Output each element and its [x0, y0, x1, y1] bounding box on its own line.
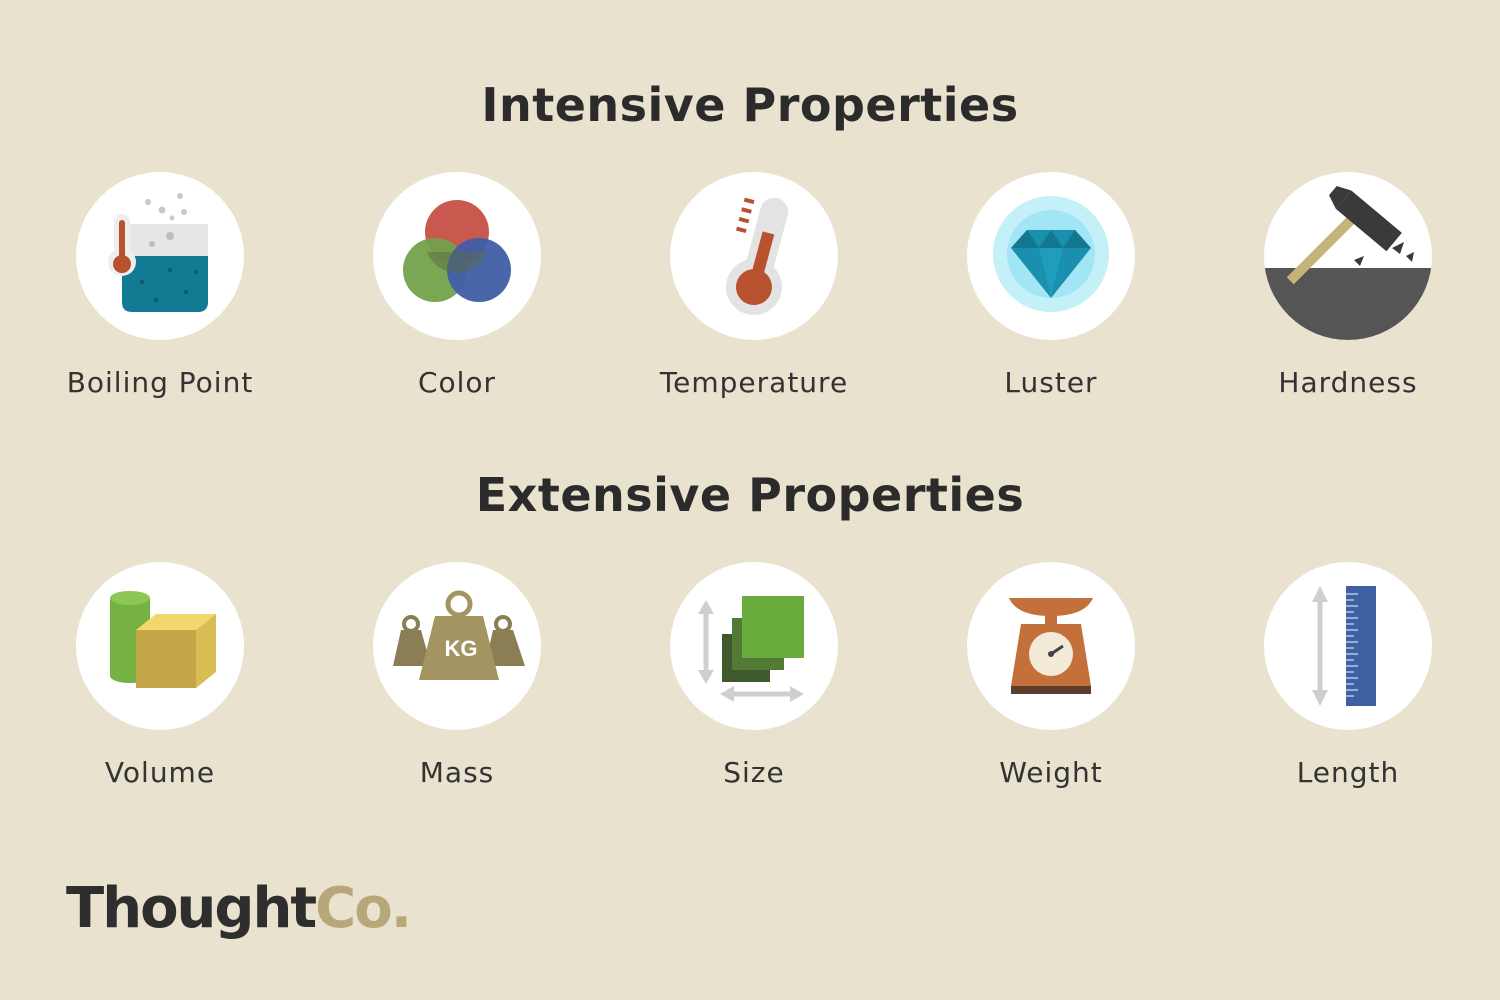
property-label: Color: [417, 366, 497, 399]
property-label: Mass: [419, 756, 495, 789]
logo-part-2: Co.: [315, 876, 412, 941]
thoughtco-logo: ThoughtCo.: [66, 876, 412, 941]
beaker-thermometer-icon: [76, 172, 244, 340]
property-temperature: Temperature: [604, 172, 904, 399]
property-mass: KG Mass: [307, 562, 607, 789]
property-label: Weight: [999, 756, 1103, 789]
property-boiling-point: Boiling Point: [10, 172, 310, 399]
thermometer-icon: [670, 172, 838, 340]
property-label: Luster: [1004, 366, 1098, 399]
diamond-icon: [967, 172, 1135, 340]
property-label: Volume: [104, 756, 216, 789]
color-circles-icon: [373, 172, 541, 340]
property-volume: Volume: [10, 562, 310, 789]
property-hardness: Hardness: [1198, 172, 1498, 399]
property-label: Size: [723, 756, 785, 789]
logo-part-1: Thought: [66, 876, 317, 941]
extensive-properties-title: Extensive Properties: [475, 468, 1025, 522]
property-length: Length: [1198, 562, 1498, 789]
property-label: Length: [1296, 756, 1400, 789]
kg-text: KG: [445, 636, 478, 661]
ruler-icon: [1264, 562, 1432, 730]
property-size: Size: [604, 562, 904, 789]
squares-arrows-icon: [670, 562, 838, 730]
hammer-icon: [1264, 172, 1432, 340]
property-label: Temperature: [659, 366, 849, 399]
property-label: Hardness: [1278, 366, 1418, 399]
property-luster: Luster: [901, 172, 1201, 399]
property-color: Color: [307, 172, 607, 399]
scale-icon: [967, 562, 1135, 730]
intensive-properties-title: Intensive Properties: [481, 78, 1019, 132]
property-weight: Weight: [901, 562, 1201, 789]
cylinder-cube-icon: [76, 562, 244, 730]
kg-weight-icon: KG: [373, 562, 541, 730]
property-label: Boiling Point: [66, 366, 254, 399]
